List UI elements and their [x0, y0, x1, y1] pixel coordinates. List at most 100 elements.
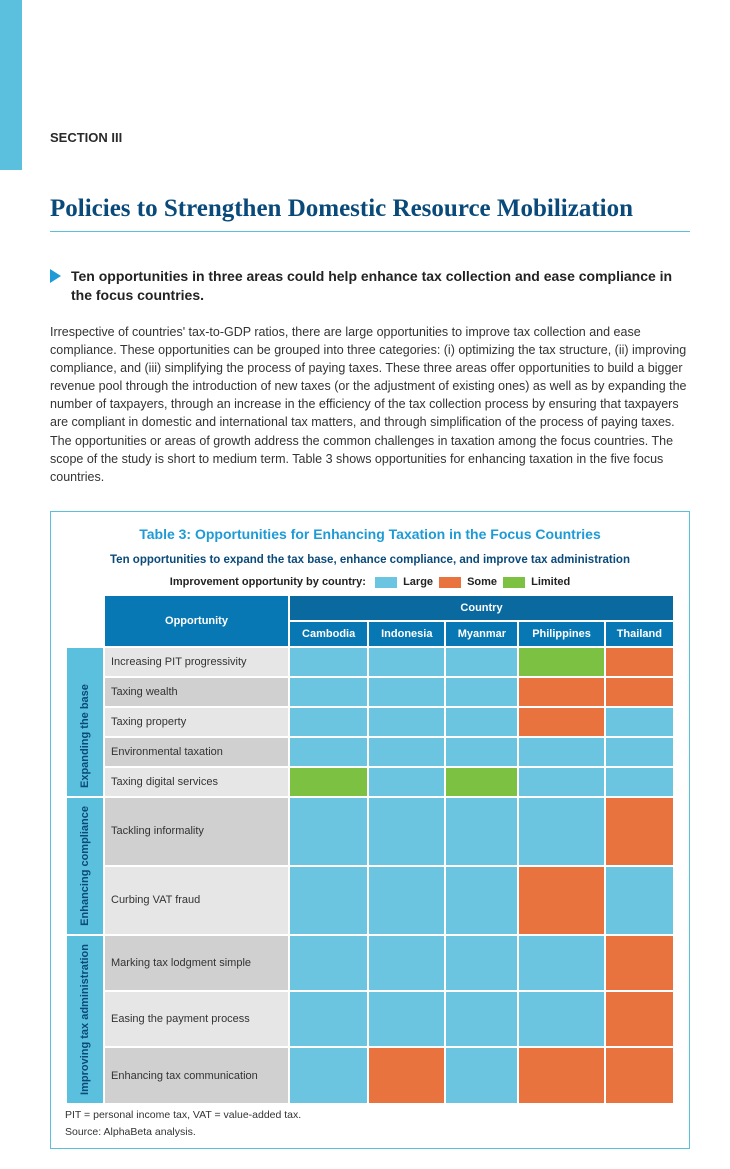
opportunity-cell: Curbing VAT fraud — [104, 866, 289, 935]
value-cell — [518, 647, 604, 677]
col-country: Indonesia — [368, 621, 445, 647]
table-subtitle: Ten opportunities to expand the tax base… — [65, 554, 675, 566]
opportunity-cell: Taxing wealth — [104, 677, 289, 707]
table-row: Easing the payment process — [66, 991, 674, 1047]
value-cell — [368, 707, 445, 737]
value-cell — [445, 767, 518, 797]
table-row: Expanding the baseIncreasing PIT progres… — [66, 647, 674, 677]
opportunity-cell: Enhancing tax communication — [104, 1047, 289, 1103]
opportunity-cell: Marking tax lodgment simple — [104, 935, 289, 991]
value-cell — [518, 707, 604, 737]
value-cell — [289, 935, 368, 991]
value-cell — [605, 991, 674, 1047]
value-cell — [518, 797, 604, 866]
category-cell: Enhancing compliance — [66, 797, 104, 935]
value-cell — [605, 737, 674, 767]
body-paragraph: Irrespective of countries' tax-to-GDP ra… — [50, 323, 690, 486]
value-cell — [289, 866, 368, 935]
value-cell — [289, 797, 368, 866]
value-cell — [518, 935, 604, 991]
page-content: SECTION III Policies to Strengthen Domes… — [0, 0, 730, 1169]
value-cell — [605, 1047, 674, 1103]
table-row: Enhancing tax communication — [66, 1047, 674, 1103]
category-cell: Improving tax administration — [66, 935, 104, 1104]
table-title: Table 3: Opportunities for Enhancing Tax… — [65, 526, 675, 542]
value-cell — [368, 767, 445, 797]
value-cell — [605, 677, 674, 707]
col-country-group: Country — [289, 595, 674, 621]
value-cell — [368, 1047, 445, 1103]
opportunity-cell: Taxing property — [104, 707, 289, 737]
category-cell: Expanding the base — [66, 647, 104, 797]
value-cell — [518, 737, 604, 767]
value-cell — [445, 866, 518, 935]
value-cell — [368, 866, 445, 935]
value-cell — [605, 647, 674, 677]
page-title: Policies to Strengthen Domestic Resource… — [50, 195, 690, 232]
value-cell — [289, 707, 368, 737]
opportunity-cell: Environmental taxation — [104, 737, 289, 767]
legend-item-label: Some — [464, 576, 497, 588]
opportunity-cell: Taxing digital services — [104, 767, 289, 797]
value-cell — [445, 797, 518, 866]
value-cell — [289, 991, 368, 1047]
value-cell — [518, 866, 604, 935]
value-cell — [368, 797, 445, 866]
value-cell — [518, 767, 604, 797]
table-legend: Improvement opportunity by country: Larg… — [65, 576, 675, 588]
triangle-bullet-icon — [50, 269, 61, 283]
value-cell — [518, 991, 604, 1047]
opportunity-cell: Increasing PIT progressivity — [104, 647, 289, 677]
value-cell — [445, 935, 518, 991]
value-cell — [289, 767, 368, 797]
table-row: Environmental taxation — [66, 737, 674, 767]
accent-sidebar — [0, 0, 22, 170]
value-cell — [445, 737, 518, 767]
value-cell — [445, 1047, 518, 1103]
value-cell — [289, 647, 368, 677]
table-row: Improving tax administrationMarking tax … — [66, 935, 674, 991]
highlight-text: Ten opportunities in three areas could h… — [71, 267, 690, 305]
value-cell — [518, 1047, 604, 1103]
value-cell — [289, 1047, 368, 1103]
col-country: Thailand — [605, 621, 674, 647]
table-row: Taxing wealth — [66, 677, 674, 707]
table-footnote-source: Source: AlphaBeta analysis. — [65, 1126, 675, 1140]
value-cell — [368, 647, 445, 677]
value-cell — [605, 707, 674, 737]
value-cell — [368, 935, 445, 991]
table-row: Taxing property — [66, 707, 674, 737]
legend-swatch — [439, 577, 461, 588]
legend-swatch — [375, 577, 397, 588]
table-row: Enhancing complianceTackling informality — [66, 797, 674, 866]
table-row: Taxing digital services — [66, 767, 674, 797]
legend-swatch — [503, 577, 525, 588]
value-cell — [445, 677, 518, 707]
value-cell — [445, 707, 518, 737]
value-cell — [605, 797, 674, 866]
value-cell — [368, 677, 445, 707]
legend-item-label: Limited — [528, 576, 570, 588]
table-footnote-abbr: PIT = personal income tax, VAT = value-a… — [65, 1109, 675, 1123]
opportunity-cell: Easing the payment process — [104, 991, 289, 1047]
value-cell — [289, 737, 368, 767]
value-cell — [605, 767, 674, 797]
highlight-callout: Ten opportunities in three areas could h… — [50, 267, 690, 305]
value-cell — [368, 991, 445, 1047]
col-opportunity: Opportunity — [104, 595, 289, 647]
table-container: Table 3: Opportunities for Enhancing Tax… — [50, 511, 690, 1149]
opportunity-cell: Tackling informality — [104, 797, 289, 866]
legend-label: Improvement opportunity by country: — [170, 576, 366, 588]
value-cell — [445, 647, 518, 677]
col-country: Cambodia — [289, 621, 368, 647]
opportunity-table: Opportunity Country CambodiaIndonesiaMya… — [65, 594, 675, 1105]
legend-item-label: Large — [400, 576, 433, 588]
value-cell — [289, 677, 368, 707]
col-country: Myanmar — [445, 621, 518, 647]
value-cell — [518, 677, 604, 707]
value-cell — [605, 866, 674, 935]
table-row: Curbing VAT fraud — [66, 866, 674, 935]
value-cell — [445, 991, 518, 1047]
col-country: Philippines — [518, 621, 604, 647]
section-label: SECTION III — [50, 130, 690, 145]
